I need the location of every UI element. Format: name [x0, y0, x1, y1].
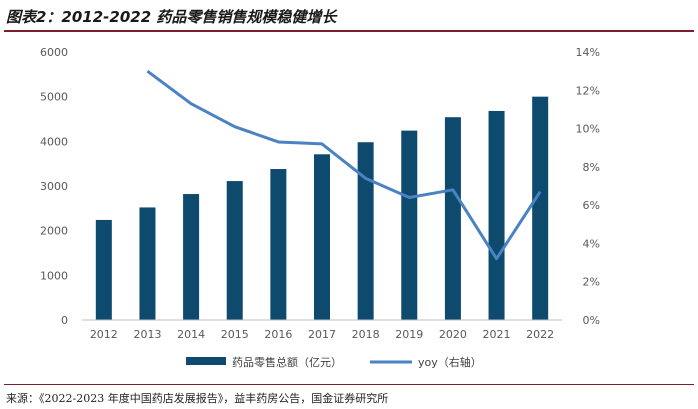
right-axis-tick-label: 10%	[576, 123, 600, 136]
x-axis-tick-label: 2019	[395, 328, 423, 341]
bar-2017	[314, 154, 330, 320]
x-axis-tick-label: 2021	[483, 328, 511, 341]
yoy-line-series	[146, 69, 542, 261]
figure-title: 图表2：2012-2022 药品零售销售规模稳健增长	[6, 8, 337, 26]
left-axis-tick-label: 3000	[40, 180, 68, 193]
legend: 药品零售总额（亿元） yoy（右轴）	[186, 355, 482, 369]
right-axis-tick-label: 2%	[583, 276, 600, 289]
bar-series	[95, 96, 549, 321]
bar-2021	[488, 110, 505, 321]
x-axis-tick-label: 2018	[352, 328, 380, 341]
bar-2012	[95, 219, 112, 320]
right-axis-tick-label: 8%	[583, 161, 600, 174]
x-axis-tick-label: 2013	[133, 328, 161, 341]
chart: 0 1000 2000 3000 4000 5000 6000 0% 2% 4% 6% 8% 10% 1…	[40, 46, 600, 369]
left-axis-tick-label: 0	[61, 314, 68, 327]
left-axis-tick-label: 5000	[40, 91, 68, 104]
bar-2013	[139, 207, 156, 320]
title-divider	[4, 30, 694, 32]
left-axis-tick-label: 1000	[40, 269, 68, 282]
bar-2014	[183, 194, 200, 320]
yoy-line	[146, 69, 542, 261]
legend-swatch-bar	[186, 357, 226, 365]
right-axis-tick-label: 14%	[576, 46, 600, 59]
source-note: 来源：《2022-2023 年度中国药店发展报告》，益丰药房公告，国金证券研究所	[6, 392, 389, 405]
x-axis-tick-label: 2022	[526, 328, 554, 341]
bar-2015	[226, 181, 243, 320]
bar-2018	[357, 142, 374, 320]
x-axis-tick-label: 2015	[221, 328, 249, 341]
right-axis-tick-label: 12%	[576, 84, 600, 97]
right-axis: 0% 2% 4% 6% 8% 10% 12% 14%	[576, 46, 600, 327]
x-axis-tick-label: 2014	[177, 328, 205, 341]
right-axis-tick-label: 6%	[583, 199, 600, 212]
right-axis-tick-label: 0%	[583, 314, 600, 327]
x-axis: 2012 2013 2014 2015 2016 2017 2018 2019 2020 2021…	[90, 328, 554, 341]
left-axis: 0 1000 2000 3000 4000 5000 6000	[40, 46, 68, 327]
legend-label-bar: 药品零售总额（亿元）	[232, 355, 342, 369]
left-axis-tick-label: 6000	[40, 46, 68, 59]
bar-2019	[401, 130, 418, 320]
left-axis-tick-label: 2000	[40, 225, 68, 238]
x-axis-tick-label: 2020	[439, 328, 467, 341]
legend-label-line: yoy（右轴）	[418, 355, 482, 369]
bar-2020	[444, 117, 461, 320]
bar-2016	[270, 169, 287, 320]
x-axis-tick-label: 2016	[264, 328, 292, 341]
left-axis-tick-label: 4000	[40, 135, 68, 148]
x-axis-tick-label: 2012	[90, 328, 118, 341]
x-axis-tick-label: 2017	[308, 328, 336, 341]
source-divider	[4, 384, 694, 385]
bar-2022	[532, 96, 549, 321]
right-axis-tick-label: 4%	[583, 237, 600, 250]
